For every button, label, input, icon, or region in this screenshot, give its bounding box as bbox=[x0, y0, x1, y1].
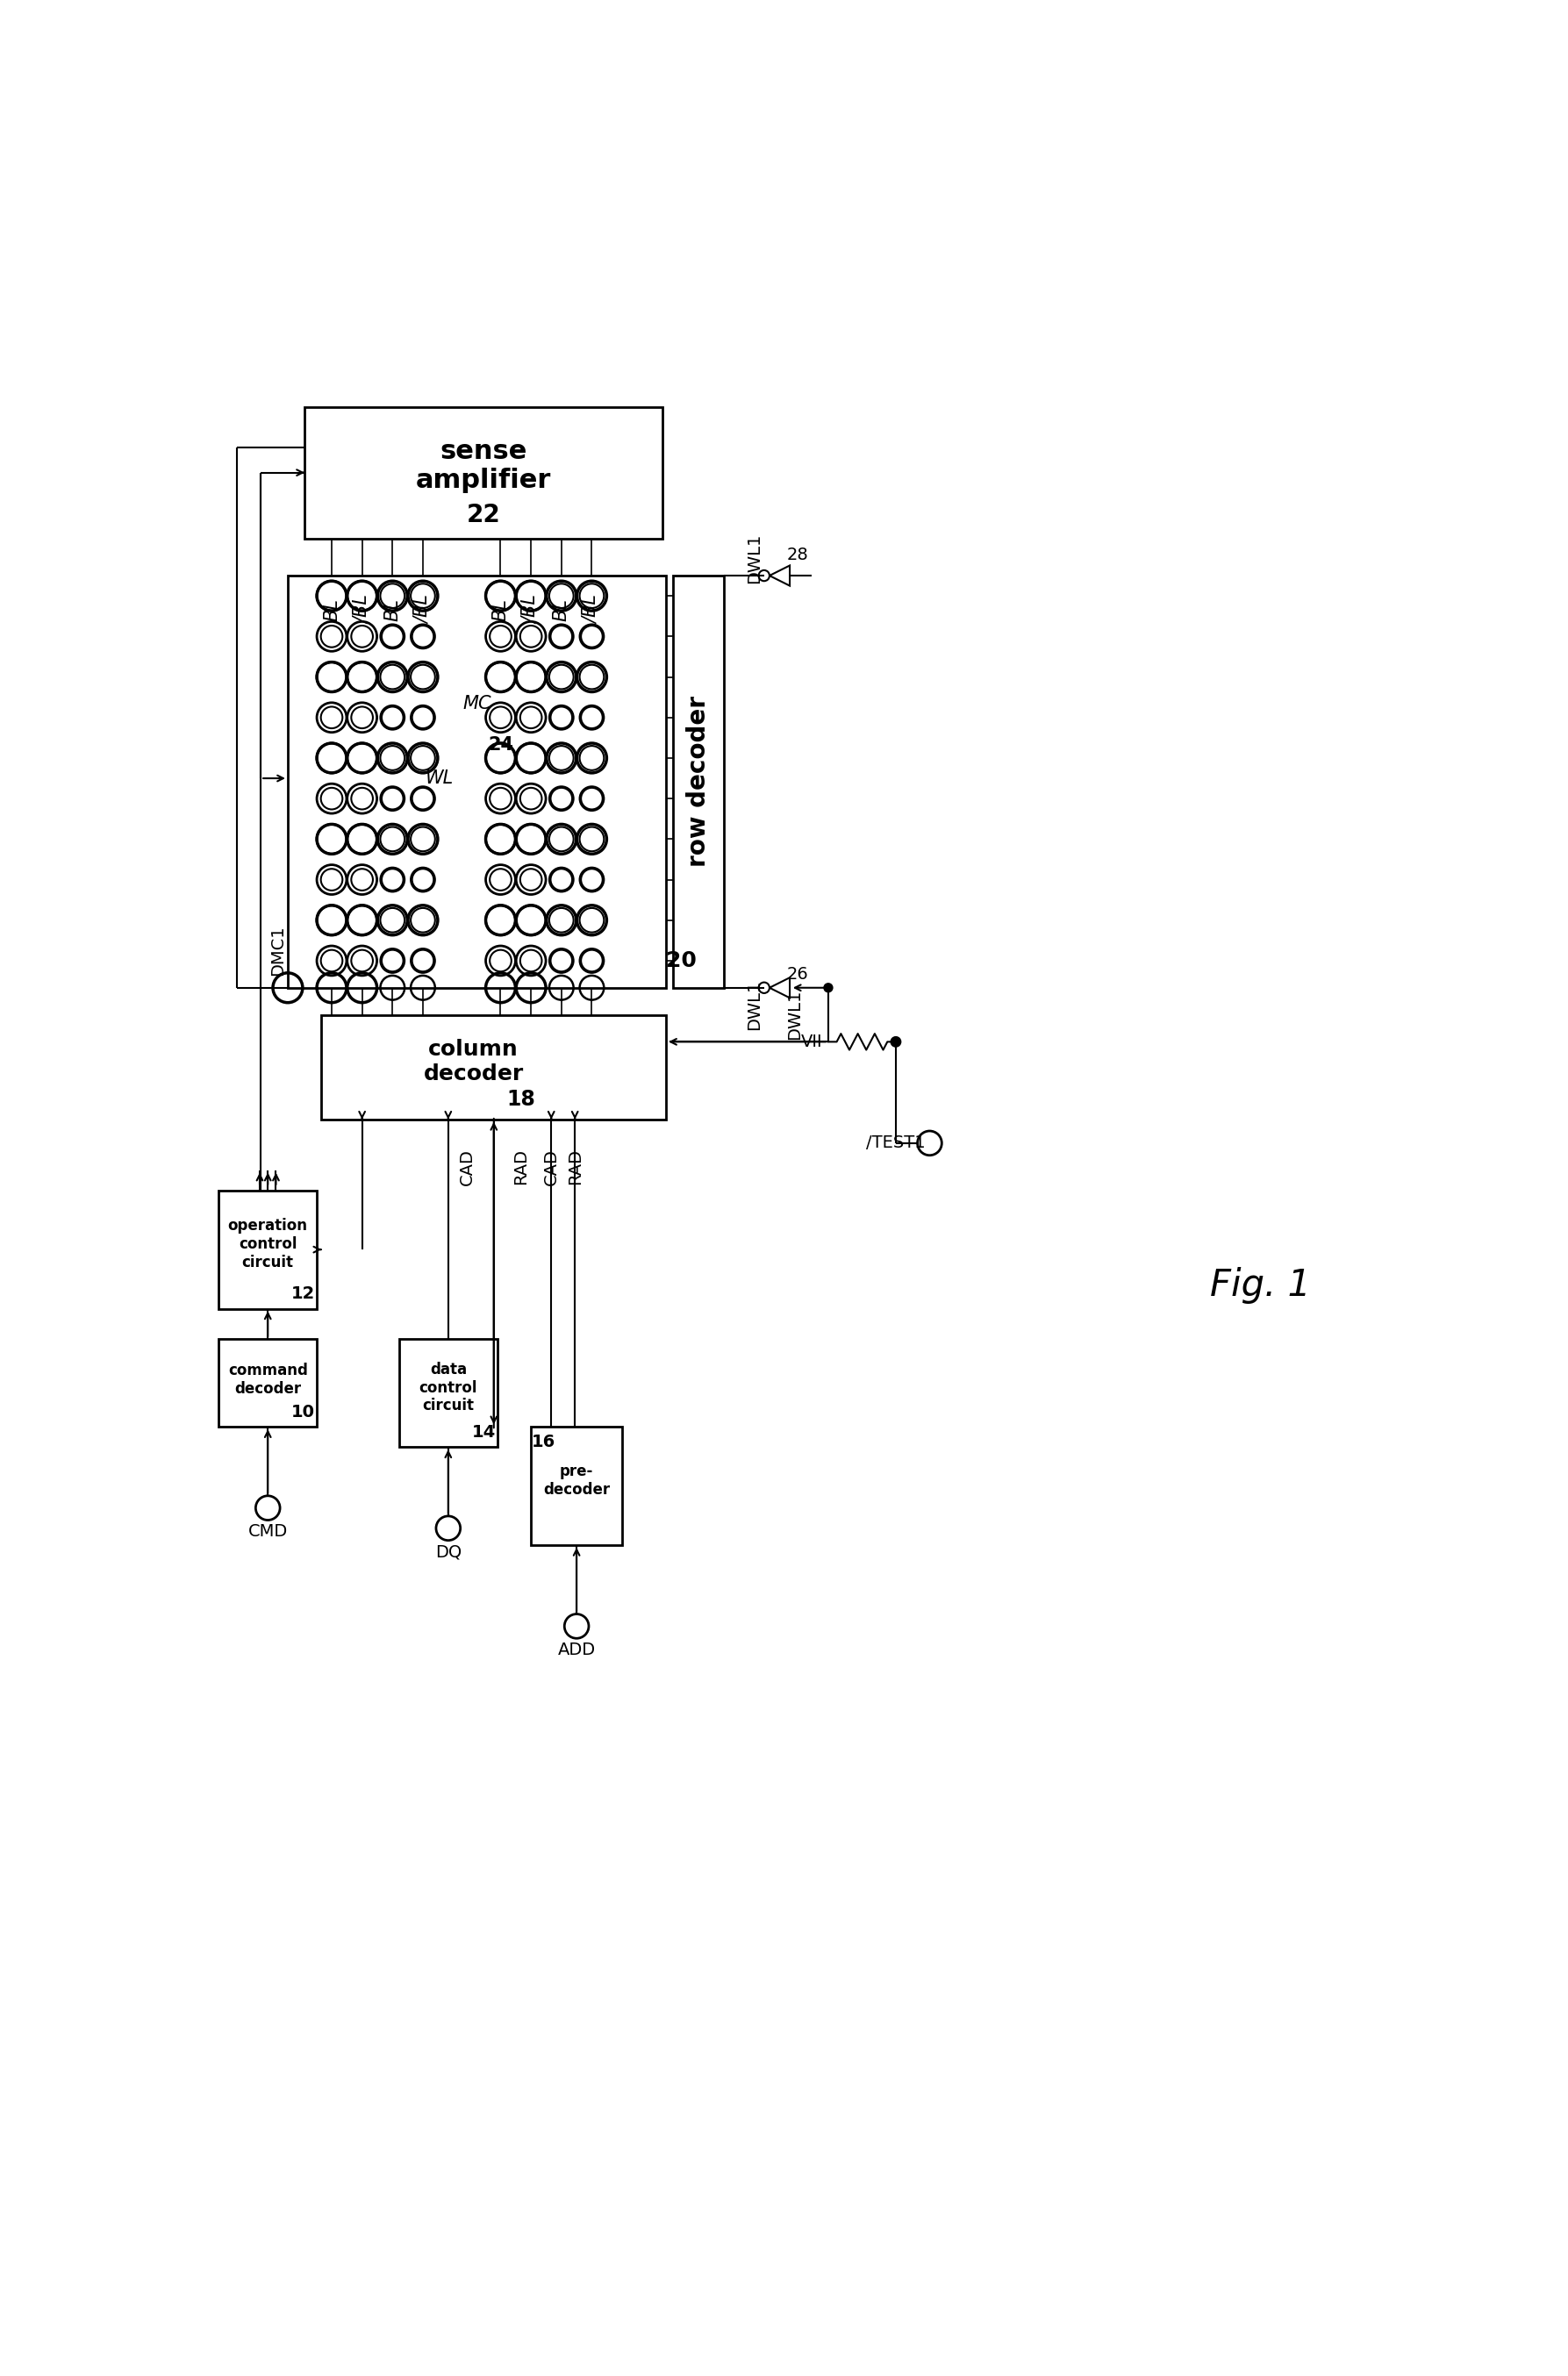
Circle shape bbox=[825, 984, 833, 991]
Text: 12: 12 bbox=[292, 1285, 315, 1302]
Text: MC: MC bbox=[463, 696, 491, 713]
Text: column
decoder: column decoder bbox=[423, 1038, 524, 1083]
Text: CAD: CAD bbox=[458, 1148, 475, 1186]
Text: WL: WL bbox=[425, 770, 453, 786]
Text: data
control
circuit: data control circuit bbox=[419, 1361, 477, 1414]
Text: row decoder: row decoder bbox=[685, 696, 710, 867]
Text: BL: BL bbox=[552, 599, 571, 620]
Bar bbox=[220, 1190, 317, 1309]
Text: /BL: /BL bbox=[414, 594, 431, 625]
Polygon shape bbox=[770, 977, 790, 998]
Text: RAD: RAD bbox=[566, 1148, 583, 1186]
Text: 22: 22 bbox=[467, 504, 500, 527]
Text: 16: 16 bbox=[532, 1433, 555, 1449]
Text: DWL1: DWL1 bbox=[746, 535, 762, 584]
Text: Fig. 1: Fig. 1 bbox=[1210, 1266, 1311, 1304]
Text: BL: BL bbox=[323, 599, 340, 620]
Text: /BL: /BL bbox=[583, 594, 601, 625]
Text: 14: 14 bbox=[472, 1423, 495, 1440]
Text: /TEST1: /TEST1 bbox=[866, 1136, 925, 1152]
Text: /BL: /BL bbox=[353, 594, 372, 625]
Text: DQ: DQ bbox=[434, 1544, 461, 1561]
Text: DWL1: DWL1 bbox=[746, 979, 762, 1029]
Circle shape bbox=[891, 1036, 900, 1045]
Text: 10: 10 bbox=[292, 1404, 315, 1421]
Text: pre-
decoder: pre- decoder bbox=[543, 1464, 610, 1497]
Bar bbox=[400, 1340, 497, 1447]
Text: VII: VII bbox=[801, 1034, 822, 1050]
Text: 20: 20 bbox=[666, 950, 696, 972]
Text: DWL1: DWL1 bbox=[786, 988, 803, 1041]
Bar bbox=[321, 1015, 666, 1119]
Text: RAD: RAD bbox=[513, 1148, 528, 1186]
Bar bbox=[304, 406, 663, 539]
Text: 18: 18 bbox=[506, 1088, 535, 1110]
Polygon shape bbox=[770, 565, 790, 587]
Bar bbox=[673, 575, 723, 988]
Bar bbox=[289, 575, 666, 988]
Text: CMD: CMD bbox=[248, 1523, 287, 1540]
Text: ADD: ADD bbox=[558, 1642, 596, 1658]
Bar bbox=[220, 1340, 317, 1428]
Text: operation
control
circuit: operation control circuit bbox=[227, 1219, 307, 1271]
Text: DMC1: DMC1 bbox=[270, 924, 285, 977]
Text: BL: BL bbox=[384, 599, 401, 620]
Text: 26: 26 bbox=[787, 967, 809, 984]
Text: 24: 24 bbox=[488, 737, 513, 753]
Text: sense
amplifier: sense amplifier bbox=[416, 440, 552, 494]
Text: 28: 28 bbox=[787, 546, 809, 563]
Text: BL: BL bbox=[492, 599, 510, 620]
Text: CAD: CAD bbox=[543, 1148, 560, 1186]
Text: /BL: /BL bbox=[522, 594, 539, 625]
Text: command
decoder: command decoder bbox=[227, 1361, 307, 1397]
Bar bbox=[532, 1428, 622, 1544]
